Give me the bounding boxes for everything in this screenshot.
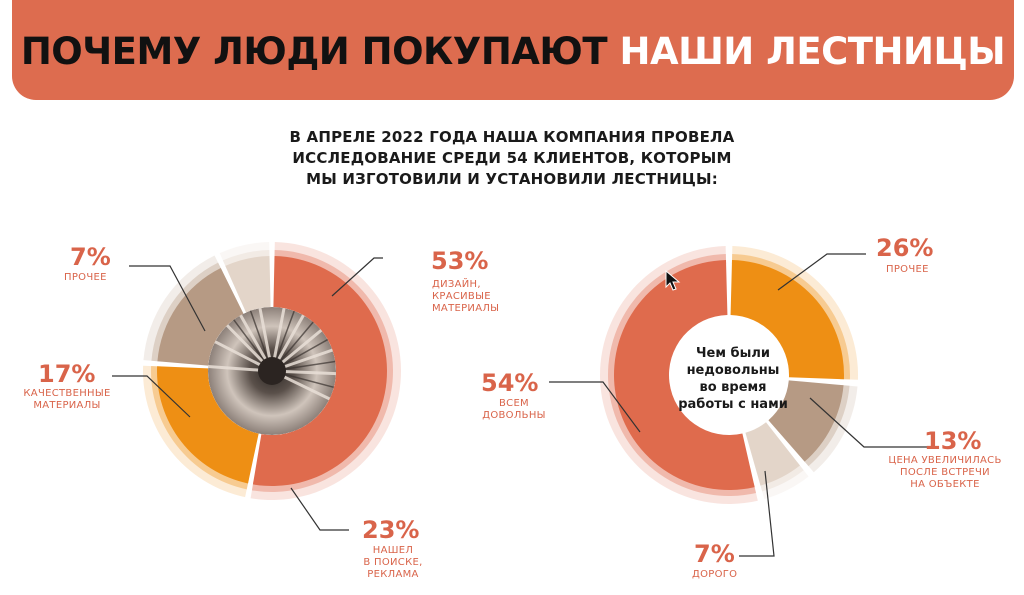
right-caption-7: ДОРОГО [692, 569, 737, 581]
right-donut-center [671, 317, 787, 433]
caption-line: РЕКЛАМА [367, 569, 419, 580]
right-caption-13: ЦЕНА УВЕЛИЧИЛАСЬ ПОСЛЕ ВСТРЕЧИ НА ОБЪЕКТ… [880, 455, 1010, 491]
slice-0 [252, 256, 387, 486]
leader-right-13 [809, 397, 929, 448]
caption-line: МАТЕРИАЛЫ [33, 400, 101, 411]
right-label-54: 54% [481, 369, 539, 397]
caption-line: МАТЕРИАЛЫ [432, 303, 500, 314]
leader-left-23 [290, 487, 349, 531]
center-line: Чем были [696, 346, 770, 361]
chart-left [143, 242, 402, 501]
caption-line: КРАСИВЫЕ [432, 291, 491, 302]
caption-line: ВСЕМ [499, 398, 529, 409]
caption-line: ДИЗАЙН, [432, 279, 481, 290]
mouse-cursor-icon [665, 270, 681, 291]
leader-lines [112, 253, 929, 557]
header-banner: ПОЧЕМУ ЛЮДИ ПОКУПАЮТ НАШИ ЛЕСТНИЦЫ [12, 0, 1014, 100]
intro-line-3: МЫ ИЗГОТОВИЛИ И УСТАНОВИЛИ ЛЕСТНИЦЫ: [306, 170, 718, 188]
leader-right-26 [777, 253, 866, 291]
caption-line: ПРОЧЕЕ [64, 272, 107, 283]
slice-0 [730, 260, 845, 380]
slice-0-halo-0 [731, 246, 859, 380]
right-label-7: 7% [694, 540, 735, 568]
caption-line: НАШЕЛ [372, 545, 414, 556]
left-caption-17: КАЧЕСТВЕННЫЕ МАТЕРИАЛЫ [12, 388, 122, 412]
intro-line-2: ИССЛЕДОВАНИЕ СРЕДИ 54 КЛИЕНТОВ, КОТОРЫМ [292, 149, 732, 167]
left-caption-53: ДИЗАЙН, КРАСИВЫЕ МАТЕРИАЛЫ [432, 279, 499, 315]
caption-line: ЦЕНА УВЕЛИЧИЛАСЬ [888, 455, 1002, 466]
slice-3 [225, 256, 271, 313]
leader-left-53 [331, 257, 383, 297]
slice-2-halo-0 [759, 462, 809, 500]
left-label-53: 53% [431, 247, 489, 275]
caption-line: НА ОБЪЕКТЕ [910, 479, 980, 490]
caption-line: КАЧЕСТВЕННЫЕ [23, 388, 111, 399]
slice-3 [613, 260, 755, 490]
chart-right [600, 246, 859, 505]
caption-line: ДОРОГО [692, 569, 738, 580]
slice-3-halo-0 [219, 242, 270, 270]
slice-2 [745, 422, 800, 486]
caption-line: ДОВОЛЬНЫ [482, 410, 546, 421]
title-part-light: НАШИ ЛЕСТНИЦЫ [619, 30, 1006, 73]
stairs-photo [208, 307, 336, 435]
right-caption-54: ВСЕМ ДОВОЛЬНЫ [474, 398, 554, 422]
slice-1 [768, 380, 844, 462]
right-label-26: 26% [876, 234, 934, 262]
leader-right-54 [549, 381, 641, 433]
page-title: ПОЧЕМУ ЛЮДИ ПОКУПАЮТ НАШИ ЛЕСТНИЦЫ [12, 30, 1014, 73]
slice-2 [157, 268, 244, 366]
center-line: во время [699, 380, 767, 395]
title-part-dark: ПОЧЕМУ ЛЮДИ ПОКУПАЮТ [20, 30, 608, 73]
leader-left-7 [129, 265, 206, 332]
center-line: работы с нами [678, 397, 788, 412]
right-chart-center-label: Чем были недовольны во время работы с на… [671, 345, 795, 413]
caption-line: В ПОИСКЕ, [363, 557, 423, 568]
slice-1 [157, 366, 259, 484]
center-line: недовольны [686, 363, 780, 378]
left-caption-7: ПРОЧЕЕ [64, 272, 107, 284]
left-caption-23: НАШЕЛ В ПОИСКЕ, РЕКЛАМА [362, 545, 424, 581]
slice-1-halo-0 [143, 365, 249, 498]
intro-text: В АПРЕЛЕ 2022 ГОДА НАША КОМПАНИЯ ПРОВЕЛА… [262, 127, 762, 190]
right-label-13: 13% [924, 427, 982, 455]
caption-line: ПРОЧЕЕ [886, 264, 929, 275]
left-label-7: 7% [70, 243, 111, 271]
left-label-17: 17% [38, 360, 96, 388]
left-label-23: 23% [362, 516, 420, 544]
leader-left-17 [112, 375, 191, 418]
leader-right-7 [739, 470, 775, 557]
caption-line: ПОСЛЕ ВСТРЕЧИ [900, 467, 990, 478]
right-caption-26: ПРОЧЕЕ [886, 264, 929, 276]
intro-line-1: В АПРЕЛЕ 2022 ГОДА НАША КОМПАНИЯ ПРОВЕЛА [289, 128, 735, 146]
